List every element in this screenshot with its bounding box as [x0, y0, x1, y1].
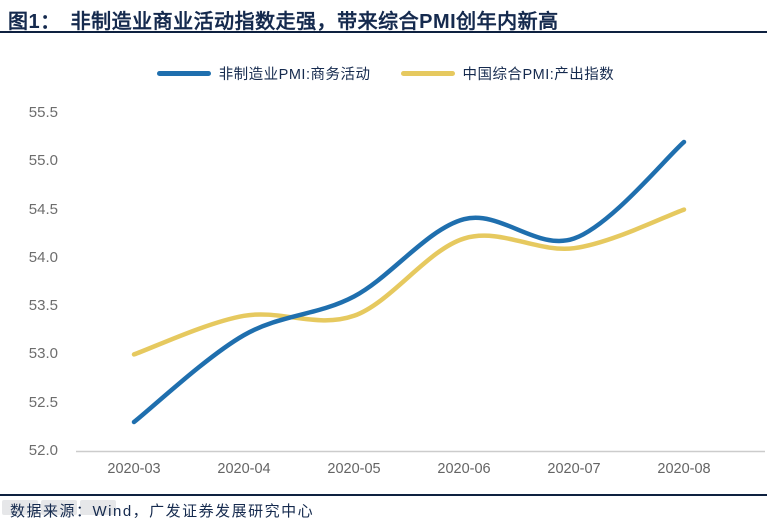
y-tick-label: 52.0 [28, 442, 58, 459]
figure-title-text: 非制造业商业活动指数走强，带来综合PMI创年内新高 [70, 11, 559, 33]
x-tick-label: 2020-07 [547, 461, 601, 477]
y-tick-label: 55.5 [28, 104, 58, 121]
figure-title: 图1： 非制造业商业活动指数走强，带来综合PMI创年内新高 [8, 5, 559, 34]
legend-item-composite-pmi: 中国综合PMI:产出指数 [400, 63, 615, 84]
footer-divider [0, 494, 767, 496]
chart-legend: 非制造业PMI:商务活动 中国综合PMI:产出指数 [0, 63, 771, 84]
title-divider [0, 31, 767, 33]
x-tick-label: 2020-05 [327, 461, 381, 477]
y-tick-label: 53.5 [28, 297, 58, 315]
figure-number: 图1： [8, 11, 61, 33]
source-note: 数据来源：Wind，广发证券发展研究中心 [10, 503, 315, 520]
x-tick-label: 2020-04 [217, 461, 271, 477]
y-tick-label: 54.5 [28, 200, 58, 218]
watermark [2, 500, 116, 515]
series-line-0 [131, 139, 687, 425]
series-line-1 [131, 207, 687, 357]
x-tick-label: 2020-03 [107, 461, 161, 477]
y-tick-label: 53.0 [28, 345, 58, 363]
legend-line-swatch-blue [156, 71, 211, 76]
y-tick-label: 52.5 [28, 393, 58, 411]
y-tick-label: 54.0 [28, 248, 58, 266]
legend-label-nonmfg-pmi: 非制造业PMI:商务活动 [218, 67, 371, 83]
legend-item-nonmfg-pmi: 非制造业PMI:商务活动 [156, 63, 371, 84]
x-tick-label: 2020-06 [437, 461, 491, 477]
x-tick-label: 2020-08 [657, 461, 711, 477]
legend-line-swatch-yellow [400, 71, 455, 76]
y-tick-label: 55.0 [28, 152, 58, 170]
legend-label-composite-pmi: 中国综合PMI:产出指数 [462, 67, 615, 83]
